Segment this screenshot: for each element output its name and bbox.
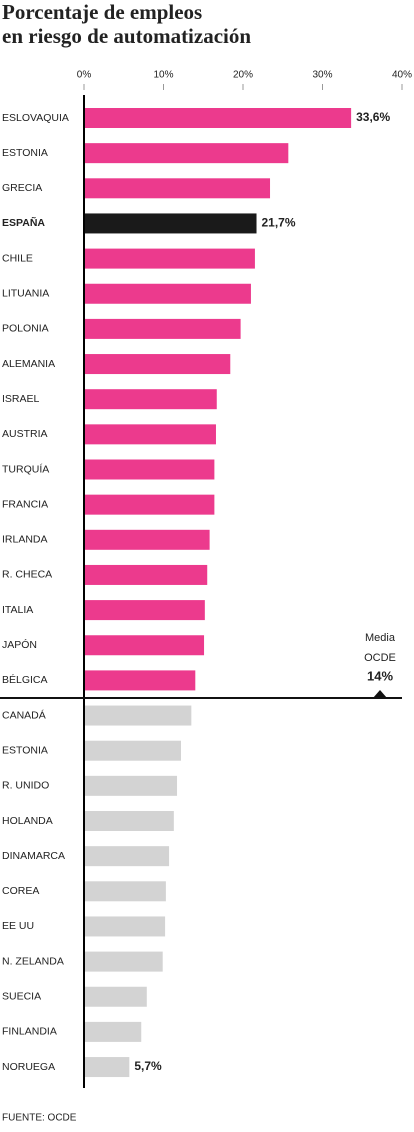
bar — [84, 318, 241, 339]
bar — [84, 775, 178, 796]
y-tick-label: ITALIA — [2, 604, 33, 616]
y-tick-label: POLONIA — [2, 323, 49, 335]
bar — [84, 529, 210, 550]
bar — [84, 846, 170, 867]
y-tick-label: NORUEGA — [2, 1061, 55, 1073]
x-tick-label: 20% — [233, 70, 253, 81]
y-tick-label: ESTONIA — [2, 744, 48, 756]
y-tick-label: SUECIA — [2, 991, 41, 1003]
x-tick-label: 10% — [153, 70, 173, 81]
value-label: 21,7% — [262, 216, 296, 230]
bar — [84, 424, 216, 445]
y-tick-label: ISRAEL — [2, 393, 40, 405]
y-tick-label: ESPAÑA — [2, 216, 45, 229]
y-tick-label: AUSTRIA — [2, 428, 48, 440]
mean-value-label: 14% — [367, 668, 393, 683]
bar — [84, 705, 192, 726]
bar — [84, 811, 174, 831]
y-tick-label: EE UU — [2, 920, 34, 932]
y-tick-label: ESTONIA — [2, 147, 48, 159]
bar — [84, 283, 251, 304]
source: FUENTE: OCDE — [2, 1113, 77, 1124]
mean-label: OCDE — [364, 652, 396, 664]
x-tick-label: 40% — [392, 70, 412, 81]
y-tick-label: N. ZELANDA — [2, 955, 64, 967]
bar — [84, 635, 205, 656]
x-tick-label: 0% — [77, 70, 92, 81]
y-tick-label: LITUANIA — [2, 288, 49, 300]
y-tick-label: R. CHECA — [2, 569, 52, 581]
y-tick-label: FRANCIA — [2, 498, 48, 510]
chart-title: Porcentaje de empleos — [2, 0, 202, 24]
bar — [84, 670, 196, 691]
bar — [84, 1057, 130, 1078]
bar — [84, 494, 215, 515]
mean-label: Media — [365, 632, 396, 644]
value-label: 5,7% — [134, 1059, 162, 1073]
y-tick-label: IRLANDA — [2, 534, 48, 546]
y-tick-label: TURQUÍA — [2, 462, 49, 475]
y-tick-label: GRECIA — [2, 182, 42, 194]
value-label: 33,6% — [356, 110, 390, 124]
y-tick-label: CANADÁ — [2, 708, 46, 721]
bar — [84, 600, 205, 621]
y-tick-label: ALEMANIA — [2, 358, 55, 370]
bar — [84, 248, 255, 269]
x-tick-label: 30% — [312, 70, 332, 81]
bar — [84, 881, 166, 902]
bar — [84, 213, 257, 234]
y-tick-label: FINLANDIA — [2, 1026, 57, 1038]
y-tick-label: JAPÓN — [2, 638, 37, 651]
bar — [84, 951, 163, 972]
chart-title: en riesgo de automatización — [2, 24, 251, 48]
bar — [84, 389, 217, 410]
bar — [84, 108, 352, 128]
y-tick-label: CHILE — [2, 252, 33, 264]
bar — [84, 740, 181, 761]
bar — [84, 459, 215, 480]
bar — [84, 354, 231, 375]
bar — [84, 143, 289, 164]
y-tick-label: R. UNIDO — [2, 780, 49, 792]
y-tick-label: HOLANDA — [2, 815, 53, 827]
y-tick-label: DINAMARCA — [2, 850, 65, 862]
y-tick-label: BÉLGICA — [2, 673, 48, 686]
bar — [84, 564, 208, 585]
mean-marker — [373, 689, 387, 698]
bar — [84, 916, 166, 937]
y-tick-label: ESLOVAQUIA — [2, 112, 69, 124]
bar — [84, 178, 271, 199]
bar — [84, 986, 147, 1007]
y-tick-label: COREA — [2, 885, 39, 897]
bar — [84, 1021, 142, 1042]
